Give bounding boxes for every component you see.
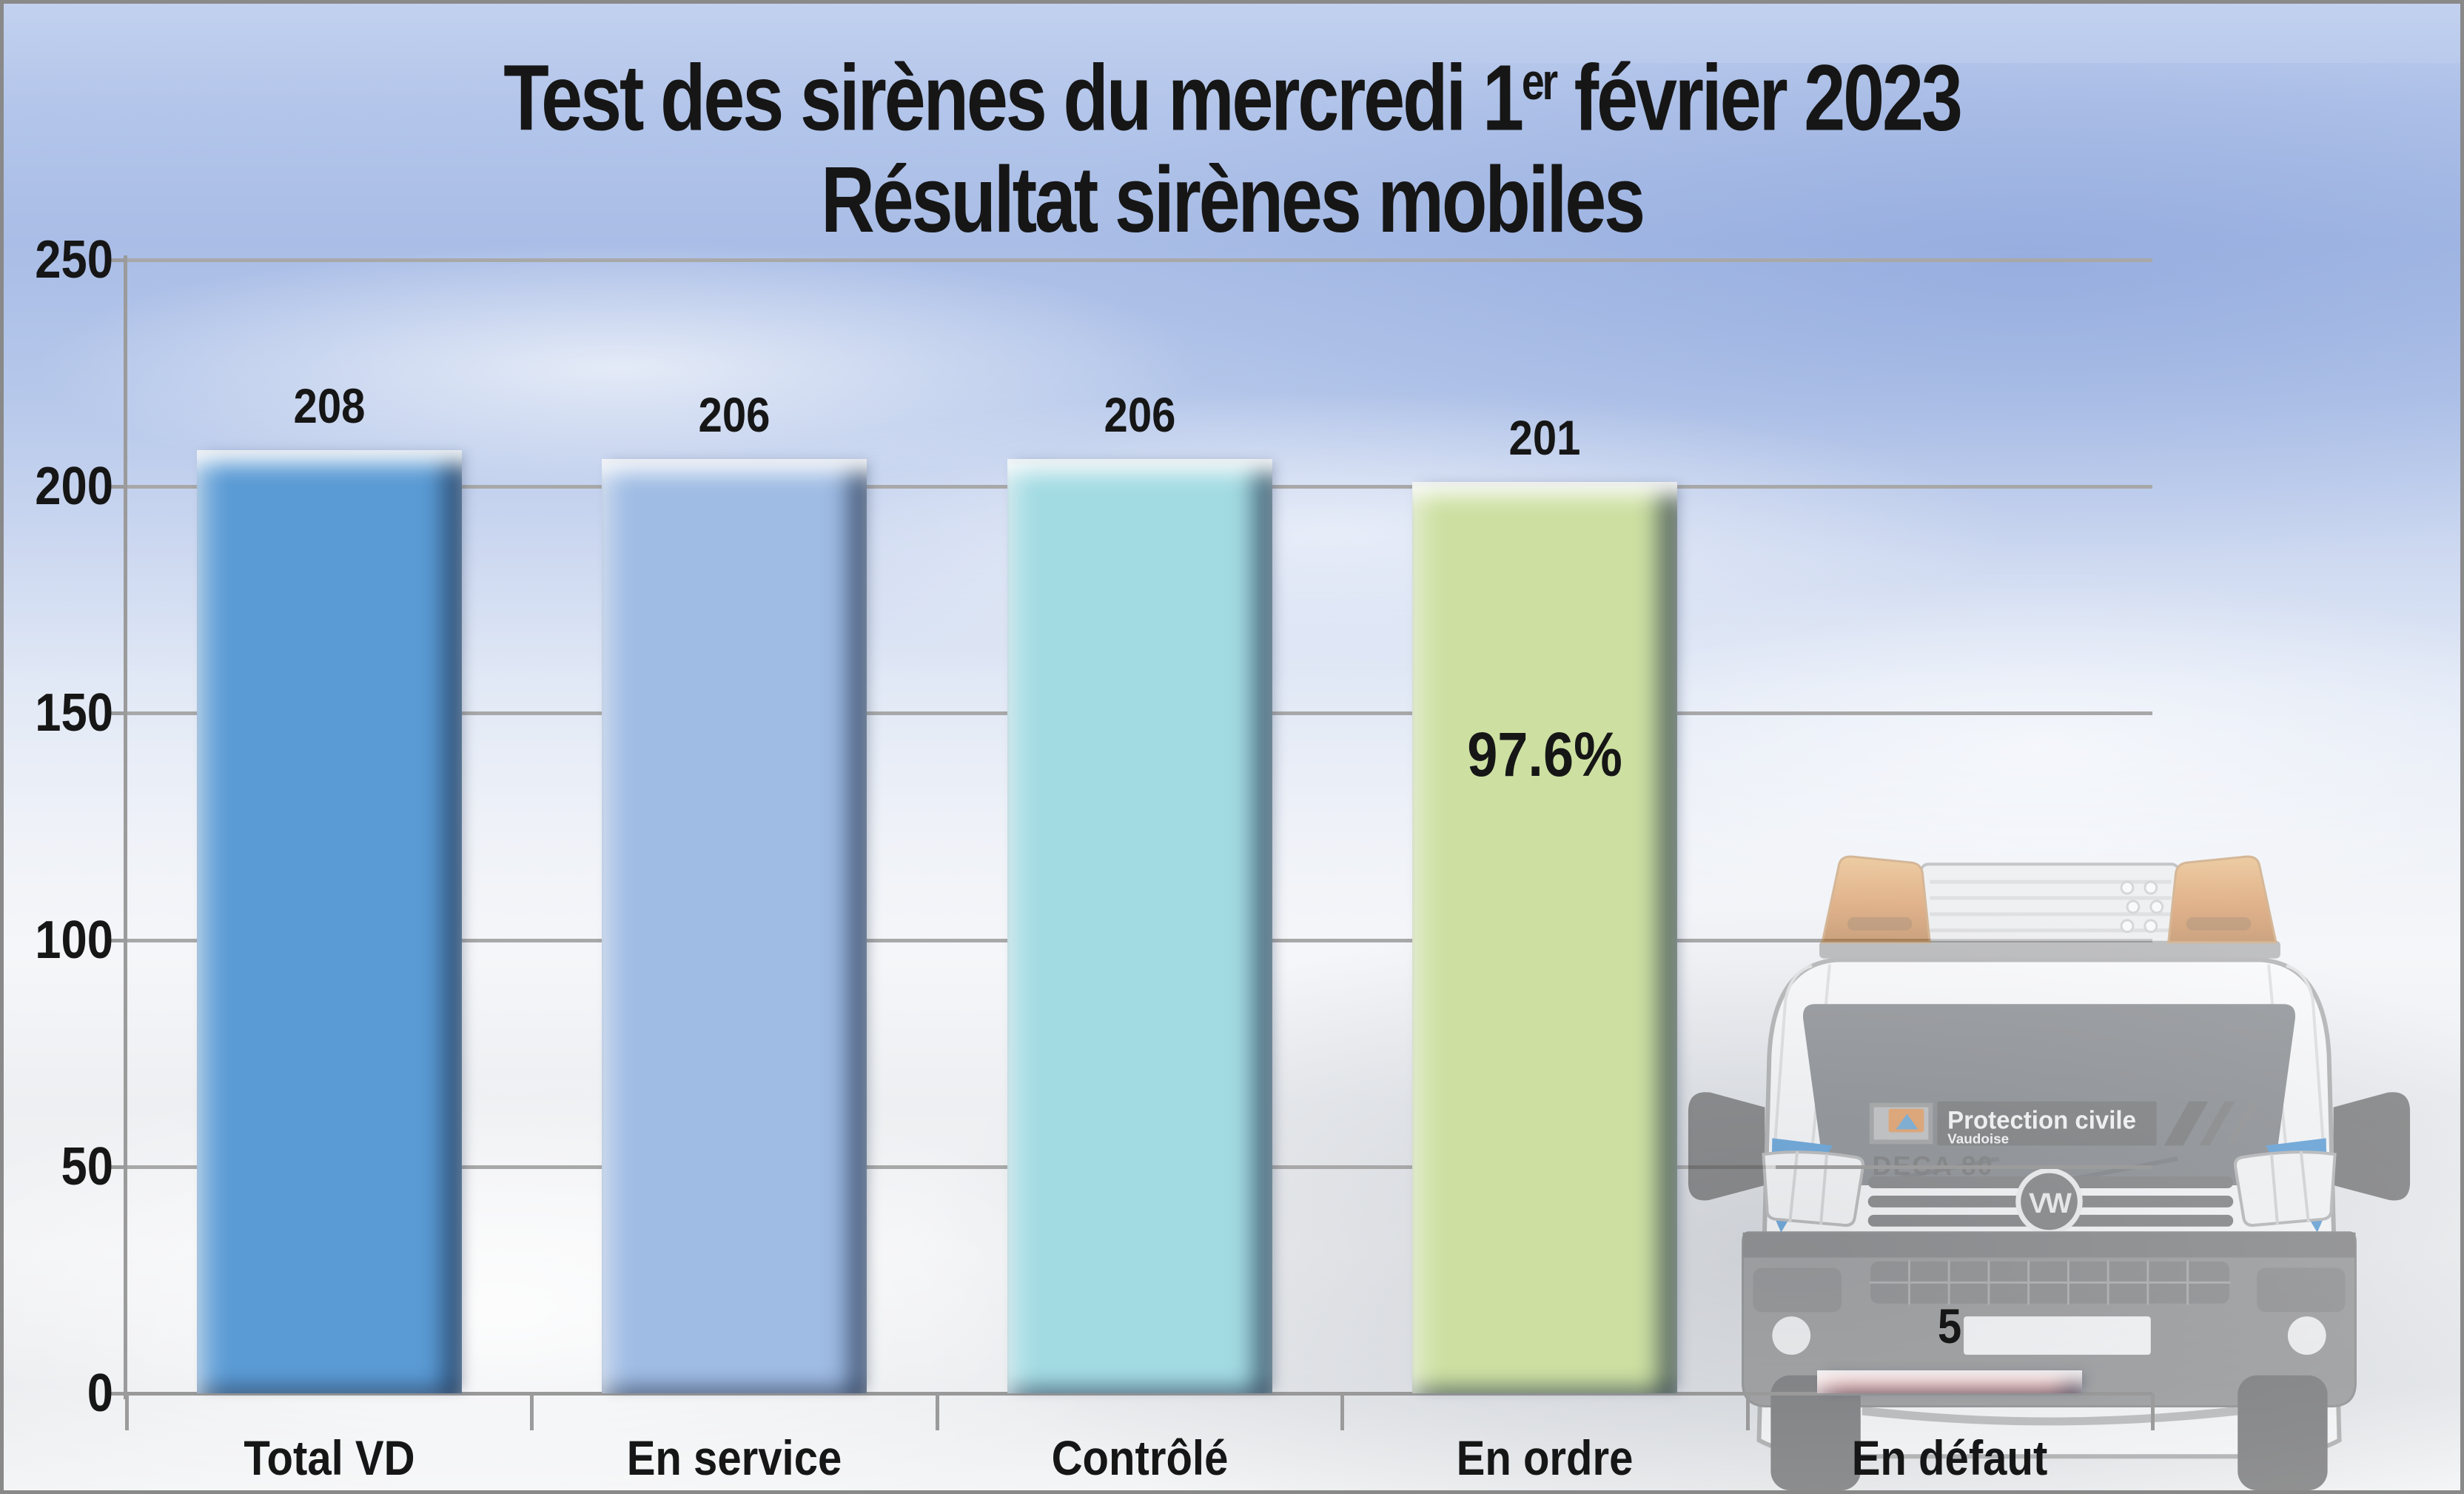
category-label-total-vd: Total VD [244, 1430, 415, 1485]
y-axis-tick-100 [107, 938, 127, 942]
percentage-label-en-ordre: 97.6% [1467, 720, 1622, 790]
value-label-en-ordre: 201 [1508, 410, 1581, 466]
value-label-en-defaut: 5 [1938, 1299, 1962, 1354]
category-label-en-ordre: En ordre [1456, 1430, 1634, 1485]
category-label-en-defaut: En défaut [1851, 1430, 2048, 1485]
value-label-total-vd: 208 [293, 378, 366, 434]
category-label-en-service: En service [626, 1430, 842, 1485]
chart-title-line2: Résultat sirènes mobiles [821, 147, 1645, 252]
category-label-controle: Contrôlé [1051, 1430, 1228, 1485]
y-axis-label-0: 0 [87, 1364, 113, 1423]
y-axis-line [124, 255, 127, 1399]
y-axis-label-200: 200 [35, 457, 113, 517]
title-superscript: er [1521, 53, 1558, 110]
y-axis-label-50: 50 [61, 1136, 113, 1196]
y-axis-tick-150 [107, 711, 127, 716]
chart-title: Test des sirènes du mercredi 1er février… [4, 30, 2460, 251]
y-axis-label-150: 150 [35, 683, 113, 743]
chart-title-line1: Test des sirènes du mercredi 1er février… [503, 45, 1963, 150]
value-label-controle: 206 [1104, 387, 1175, 443]
value-label-en-service: 206 [698, 387, 771, 443]
y-axis-label-100: 100 [35, 910, 113, 970]
